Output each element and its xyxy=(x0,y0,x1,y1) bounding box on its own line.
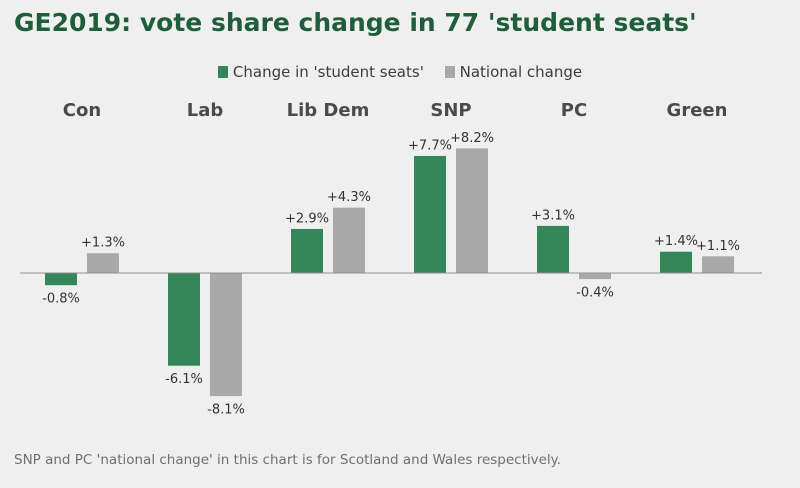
data-label-green-national-change: +1.1% xyxy=(696,239,740,254)
chart-title: GE2019: vote share change in 77 'student… xyxy=(14,8,697,37)
chart-legend: Change in 'student seats' National chang… xyxy=(0,63,800,81)
data-label-snp-national-change: +8.2% xyxy=(450,131,494,146)
data-label-con-national-change: +1.3% xyxy=(81,236,125,251)
data-label-snp-student-seats: +7.7% xyxy=(408,138,452,153)
legend-swatch-student-seats xyxy=(217,66,228,78)
legend-label-student-seats: Change in 'student seats' xyxy=(232,63,424,81)
bar-snp-student-seats xyxy=(414,155,446,273)
bar-con-student-seats xyxy=(45,273,77,286)
chart-footnote: SNP and PC 'national change' in this cha… xyxy=(14,452,562,468)
legend-item-student-seats: Change in 'student seats' xyxy=(217,63,424,81)
category-label-con: Con xyxy=(63,100,101,121)
legend-swatch-national-change xyxy=(444,66,455,78)
bar-lib-dem-national-change xyxy=(333,207,365,273)
category-label-pc: PC xyxy=(561,100,587,121)
legend-item-national-change: National change xyxy=(444,63,583,81)
bar-snp-national-change xyxy=(456,148,488,273)
category-label-green: Green xyxy=(667,100,728,121)
data-label-pc-student-seats: +3.1% xyxy=(531,208,575,223)
data-label-lab-national-change: -8.1% xyxy=(207,403,245,418)
bar-con-national-change xyxy=(87,253,119,273)
bar-lab-national-change xyxy=(210,273,242,397)
bar-lib-dem-student-seats xyxy=(291,228,323,273)
legend-label-national-change: National change xyxy=(459,63,583,81)
bar-green-student-seats xyxy=(660,251,692,273)
bar-pc-student-seats xyxy=(537,225,569,273)
data-label-pc-national-change: -0.4% xyxy=(576,286,614,301)
data-label-lib-dem-student-seats: +2.9% xyxy=(285,211,329,226)
bar-pc-national-change xyxy=(579,273,611,280)
category-label-snp: SNP xyxy=(430,100,471,121)
category-label-lib-dem: Lib Dem xyxy=(287,100,370,121)
category-label-lab: Lab xyxy=(187,100,224,121)
data-label-lib-dem-national-change: +4.3% xyxy=(327,190,371,205)
bar-lab-student-seats xyxy=(168,273,200,366)
data-label-lab-student-seats: -6.1% xyxy=(165,372,203,387)
data-label-con-student-seats: -0.8% xyxy=(42,292,80,307)
bar-green-national-change xyxy=(702,256,734,273)
data-label-green-student-seats: +1.4% xyxy=(654,234,698,249)
